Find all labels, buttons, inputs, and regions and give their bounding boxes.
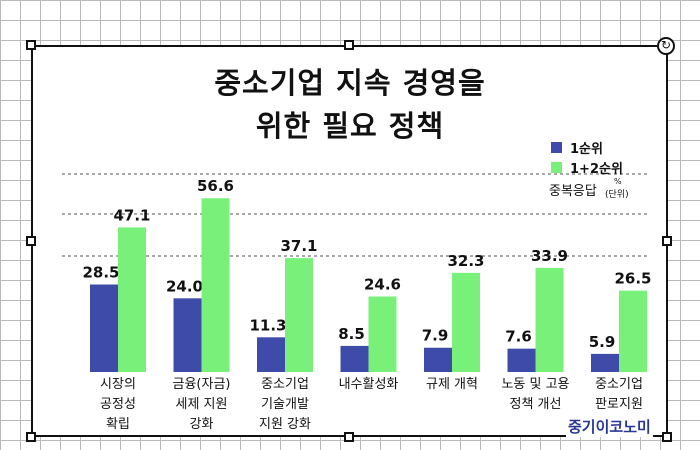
resize-handle-middle-right[interactable] bbox=[662, 236, 672, 246]
category-label-7-line-2: 판로지원 bbox=[595, 397, 643, 412]
legend-swatch-series-2 bbox=[551, 162, 562, 173]
bar-series-2-2 bbox=[201, 198, 230, 372]
chart-title-line-2: 위한 필요 정책 bbox=[255, 109, 445, 143]
bar-series-1-3 bbox=[257, 337, 285, 372]
chart-title-line-1: 중소기업 지속 경영을 bbox=[214, 66, 486, 100]
resize-handle-bottom-left[interactable] bbox=[26, 432, 36, 442]
data-label-series-2-5: 32.3 bbox=[447, 252, 484, 270]
data-label-series-1-2: 24.0 bbox=[166, 277, 203, 295]
category-label-1-line-1: 시장의 bbox=[100, 377, 136, 392]
data-label-series-1-5: 7.9 bbox=[422, 327, 449, 345]
resize-handle-top-left[interactable] bbox=[26, 40, 36, 50]
data-label-series-2-2: 56.6 bbox=[197, 177, 234, 195]
legend-note: 중복응답 bbox=[549, 184, 597, 199]
legend-label-series-2: 1+2순위 bbox=[570, 162, 623, 177]
data-label-series-2-6: 33.9 bbox=[531, 247, 568, 265]
data-label-series-2-1: 47.1 bbox=[113, 206, 150, 224]
category-label-7-line-1: 중소기업 bbox=[595, 377, 643, 392]
category-label-2-line-1: 금융(자금) bbox=[173, 377, 231, 392]
resize-handle-bottom-center[interactable] bbox=[344, 432, 354, 442]
bar-series-2-7 bbox=[619, 290, 647, 372]
data-label-series-2-7: 26.5 bbox=[614, 270, 651, 288]
data-label-series-2-4: 24.6 bbox=[364, 275, 401, 293]
data-label-series-1-3: 11.3 bbox=[249, 316, 286, 334]
category-label-2-line-2: 세제 지원 bbox=[176, 397, 228, 412]
category-label-6-line-2: 정책 개선 bbox=[510, 397, 562, 412]
bar-series-1-5 bbox=[424, 347, 452, 372]
data-label-series-1-7: 5.9 bbox=[589, 333, 616, 351]
unit-symbol: % bbox=[614, 177, 622, 186]
bar-series-1-1 bbox=[90, 284, 118, 372]
bar-series-1-4 bbox=[340, 345, 369, 372]
resize-handle-middle-left[interactable] bbox=[26, 236, 36, 246]
resize-handle-top-center[interactable] bbox=[344, 40, 354, 50]
bar-series-2-4 bbox=[368, 296, 397, 372]
bar-series-1-7 bbox=[591, 353, 619, 372]
data-label-series-1-1: 28.5 bbox=[82, 264, 119, 282]
legend-item-series-2: 1+2순위 bbox=[551, 158, 623, 177]
category-label-2-line-3: 강화 bbox=[190, 417, 214, 432]
bar-series-2-1 bbox=[118, 227, 146, 372]
category-label-3-line-1: 중소기업 bbox=[261, 377, 309, 392]
legend-swatch-series-1 bbox=[551, 142, 562, 153]
brand-logo: 중기이코노미 bbox=[566, 416, 653, 437]
resize-handle-bottom-right[interactable] bbox=[662, 432, 672, 442]
category-label-3-line-2: 기술개발 bbox=[261, 397, 309, 412]
category-label-4-line-1: 내수활성화 bbox=[339, 377, 399, 392]
unit-label: (단위) bbox=[605, 190, 629, 200]
data-label-series-1-6: 7.6 bbox=[505, 328, 532, 346]
category-label-6-line-1: 노동 및 고용 bbox=[501, 377, 569, 392]
bar-series-1-2 bbox=[173, 298, 202, 372]
bar-series-2-5 bbox=[452, 272, 480, 372]
legend-label-series-1: 1순위 bbox=[570, 142, 603, 157]
category-label-3-line-3: 지원 강화 bbox=[259, 417, 311, 432]
bar-series-1-6 bbox=[507, 348, 536, 372]
category-label-1-line-3: 확립 bbox=[106, 417, 130, 432]
rotate-handle-icon[interactable]: ↻ bbox=[657, 37, 675, 55]
data-label-series-1-4: 8.5 bbox=[338, 325, 365, 343]
bar-series-2-3 bbox=[285, 258, 313, 372]
data-label-series-2-3: 37.1 bbox=[280, 237, 317, 255]
category-label-1-line-2: 공정성 bbox=[100, 397, 136, 412]
bar-series-2-6 bbox=[535, 267, 564, 372]
legend-item-series-1: 1순위 bbox=[551, 138, 603, 157]
category-label-5-line-1: 규제 개혁 bbox=[426, 377, 478, 392]
